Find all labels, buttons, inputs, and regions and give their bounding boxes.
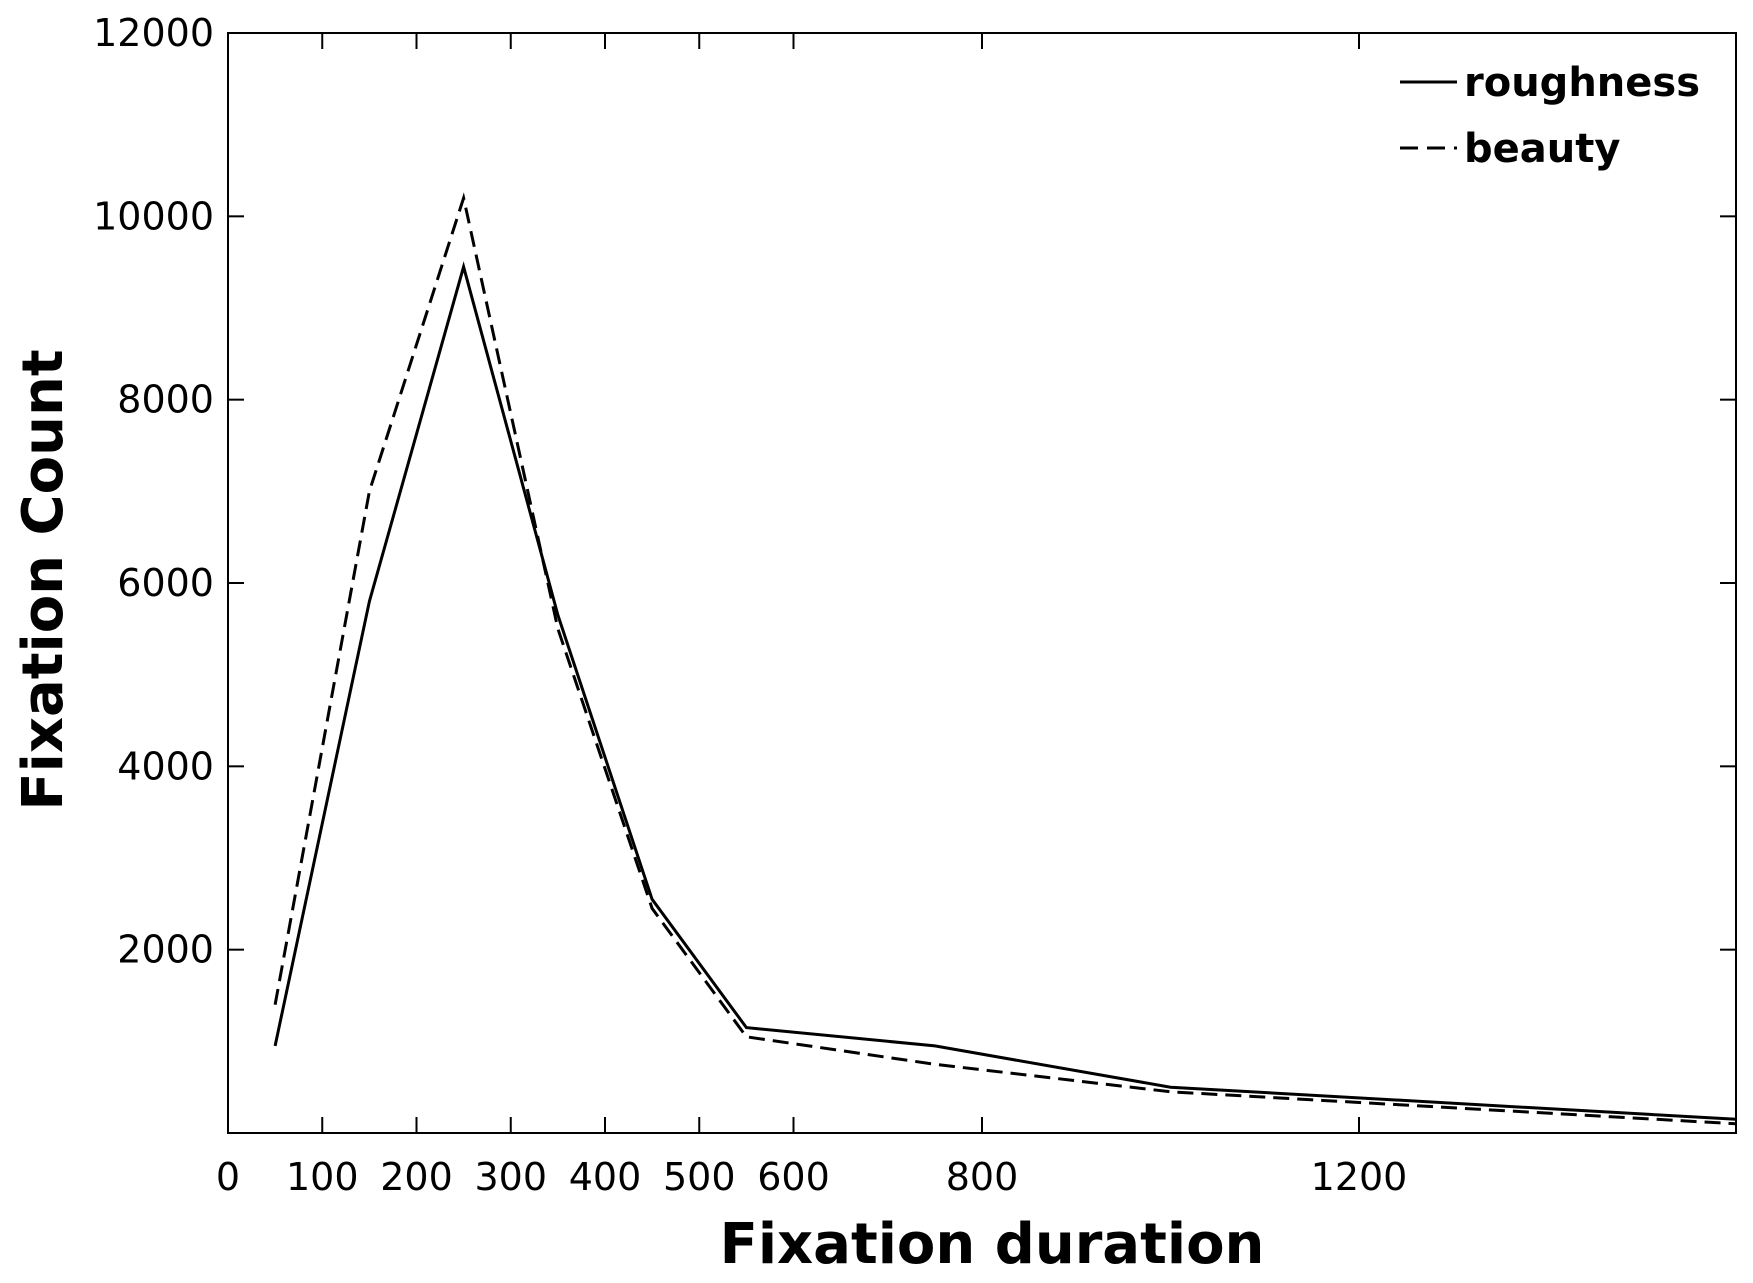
x-tick-label: 0 xyxy=(216,1155,240,1199)
y-tick-label: 10000 xyxy=(93,194,214,238)
x-tick-label: 800 xyxy=(946,1155,1019,1199)
series-line-beauty xyxy=(273,192,1737,1126)
y-axis-title: Fixation Count xyxy=(11,349,76,810)
x-axis-title: Fixation duration xyxy=(720,1212,1265,1277)
x-tick-label: 1200 xyxy=(1311,1155,1408,1199)
y-tick-label: 2000 xyxy=(117,928,214,972)
y-tick-label: 6000 xyxy=(117,561,214,605)
y-tick-label: 12000 xyxy=(93,11,214,55)
x-tick-label: 600 xyxy=(757,1155,830,1199)
y-tick-label: 8000 xyxy=(117,378,214,422)
x-tick-label: 100 xyxy=(286,1155,359,1199)
legend-label-roughness: roughness xyxy=(1464,60,1700,106)
x-tick-label: 200 xyxy=(380,1155,453,1199)
x-tick-label: 400 xyxy=(569,1155,642,1199)
y-tick-label: 4000 xyxy=(117,744,214,788)
series-line-roughness xyxy=(273,261,1737,1121)
x-tick-label: 500 xyxy=(663,1155,736,1199)
x-tick-label: 300 xyxy=(474,1155,547,1199)
legend-label-beauty: beauty xyxy=(1464,126,1620,172)
plot-frame xyxy=(227,32,1737,1134)
